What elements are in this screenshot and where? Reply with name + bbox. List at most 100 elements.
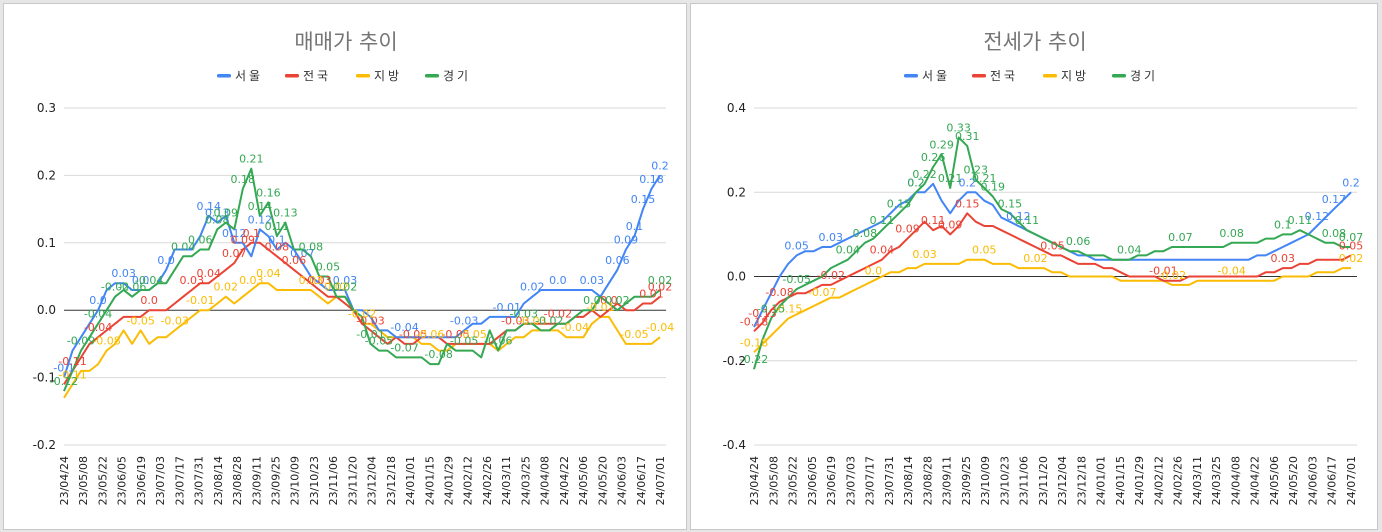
data-label-nationwide: 0.01 xyxy=(639,287,664,300)
data-label-regional: -0.03 xyxy=(518,314,546,327)
legend-label-regional: 지방 xyxy=(1061,69,1089,83)
data-label-regional: 0.04 xyxy=(256,267,281,280)
data-label-seoul: 0.0 xyxy=(132,274,150,287)
y-tick-label: -0.1 xyxy=(33,371,56,385)
data-label-gyeonggi: 0.29 xyxy=(929,138,954,151)
legend-swatch-seoul xyxy=(904,74,918,78)
data-label-gyeonggi: 0.15 xyxy=(998,197,1023,210)
y-tick-label: 0.4 xyxy=(727,101,746,115)
data-labels: -0.10.00.030.00.00.140.130.120.120.10.07… xyxy=(50,153,674,388)
x-tick-label: 23/11/20 xyxy=(1037,456,1050,505)
data-label-gyeonggi: 0.05 xyxy=(316,261,341,274)
data-label-gyeonggi: 0.22 xyxy=(912,168,937,181)
data-label-regional: -0.05 xyxy=(620,328,648,341)
data-label-regional: -0.01 xyxy=(186,294,214,307)
data-label-regional: 0.02 xyxy=(214,281,239,294)
data-label-nationwide: -0.02 xyxy=(544,308,572,321)
legend-label-gyeonggi: 경기 xyxy=(443,69,471,83)
data-label-seoul: 0.12 xyxy=(248,213,273,226)
data-label-gyeonggi: -0.02 xyxy=(101,281,129,294)
x-tick-label: 24/03/11 xyxy=(1191,456,1204,505)
x-tick-label: 24/07/01 xyxy=(654,456,667,505)
x-tick-label: 23/06/05 xyxy=(806,456,819,505)
data-label-gyeonggi: 0.11 xyxy=(265,220,290,233)
data-label-nationwide: 0.07 xyxy=(222,247,247,260)
data-labels: 0.050.030.2 0.20.12 0.120.170.2-0.18-0.13-… xyxy=(740,121,1363,366)
x-tick-label: 23/07/03 xyxy=(154,456,167,505)
data-label-nationwide: 0.09 xyxy=(895,223,920,236)
x-tick-label: 24/01/15 xyxy=(1114,456,1127,505)
data-label-nationwide: -0.04 xyxy=(84,321,112,334)
x-tick-label: 23/06/05 xyxy=(116,456,129,505)
data-label-gyeonggi: -0.12 xyxy=(50,375,78,388)
data-label-regional: -0.06 xyxy=(416,328,444,341)
data-label-seoul: 0.03 xyxy=(580,274,605,287)
data-label-seoul: 0.17 xyxy=(1322,193,1347,206)
data-label-nationwide: 0.04 xyxy=(196,267,221,280)
x-tick-label: 24/02/26 xyxy=(1172,456,1185,505)
x-tick-label: 24/03/25 xyxy=(1210,456,1223,505)
data-label-seoul: 0.12 xyxy=(1305,210,1330,223)
data-label-seoul: 0.15 xyxy=(631,193,656,206)
x-tick-label: 23/12/18 xyxy=(385,456,398,505)
data-label-gyeonggi: -0.03 xyxy=(510,308,538,321)
data-label-regional: -0.15 xyxy=(774,303,802,316)
data-label-nationwide: -0.13 xyxy=(748,307,776,320)
data-label-nationwide: 0.0 xyxy=(600,294,618,307)
x-tick-label: 24/04/22 xyxy=(1249,456,1262,505)
data-label-gyeonggi: 0.33 xyxy=(946,121,971,134)
data-label-seoul: 0.0 xyxy=(89,294,107,307)
data-label-seoul: 0.05 xyxy=(784,239,809,252)
legend-swatch-seoul xyxy=(217,74,231,78)
data-label-regional: -0.11 xyxy=(58,368,86,381)
data-label-gyeonggi: 0.02 xyxy=(333,281,358,294)
data-label-seoul: 0.03 xyxy=(819,231,844,244)
data-label-gyeonggi: -0.22 xyxy=(740,353,768,366)
data-label-nationwide: -0.11 xyxy=(58,355,86,368)
data-label-gyeonggi: -0.04 xyxy=(84,308,112,321)
x-tick-label: 24/05/20 xyxy=(1287,456,1300,505)
data-label-gyeonggi: 0.11 xyxy=(1288,214,1313,227)
data-label-regional: 0.02 xyxy=(1023,252,1048,265)
data-label-gyeonggi: -0.05 xyxy=(365,335,393,348)
data-label-gyeonggi: 0.06 xyxy=(188,234,213,247)
x-tick-label: 23/10/09 xyxy=(289,456,302,505)
data-label-seoul: -0.01 xyxy=(493,301,521,314)
data-label-regional: -0.02 xyxy=(1158,269,1186,282)
x-tick-label: 23/07/31 xyxy=(193,456,206,505)
x-tick-label: 23/12/04 xyxy=(1056,456,1069,505)
data-label-gyeonggi: 0.04 xyxy=(171,240,196,253)
data-label-gyeonggi: -0.06 xyxy=(484,335,512,348)
x-tick-label: 24/04/08 xyxy=(1229,456,1242,505)
legend-swatch-nationwide xyxy=(285,74,299,78)
data-label-gyeonggi: 0.08 xyxy=(205,213,230,226)
legend-label-nationwide: 전국 xyxy=(990,69,1018,83)
x-tick-label: 23/06/19 xyxy=(135,456,148,505)
data-label-regional: -0.04 xyxy=(646,321,674,334)
data-label-seoul: 0.2 xyxy=(958,176,976,189)
data-label-gyeonggi: 0.06 xyxy=(1066,235,1091,248)
data-label-gyeonggi: 0.11 xyxy=(1015,214,1040,227)
data-label-gyeonggi: 0.11 xyxy=(870,214,895,227)
x-tick-label: 23/06/19 xyxy=(825,456,838,505)
x-tick-label: 24/01/01 xyxy=(404,456,417,505)
y-tick-label: 0.3 xyxy=(37,101,56,115)
chart-legend: 서울 전국 지방 경기 xyxy=(217,69,471,83)
data-label-nationwide: 0.03 xyxy=(307,274,332,287)
y-tick-label: 0.1 xyxy=(37,236,56,250)
data-label-nationwide: -0.08 xyxy=(765,286,793,299)
data-label-regional: -0.04 xyxy=(1217,265,1245,278)
x-tick-label: 24/02/12 xyxy=(462,456,475,505)
data-label-gyeonggi: -0.05 xyxy=(450,335,478,348)
data-label-gyeonggi: 0.04 xyxy=(836,244,861,257)
x-tick-label: 24/01/01 xyxy=(1095,456,1108,505)
y-tick-label: -0.2 xyxy=(723,354,746,368)
data-label-gyeonggi: 0.21 xyxy=(972,172,997,185)
y-tick-label: -0.4 xyxy=(723,438,746,452)
data-label-nationwide: -0.03 xyxy=(501,314,529,327)
legend-swatch-nationwide xyxy=(972,74,986,78)
data-label-gyeonggi: 0.18 xyxy=(231,173,256,186)
data-label-seoul: 0.1 xyxy=(268,234,286,247)
x-tick-label: 24/05/20 xyxy=(596,456,609,505)
data-label-gyeonggi: -0.04 xyxy=(135,274,163,287)
